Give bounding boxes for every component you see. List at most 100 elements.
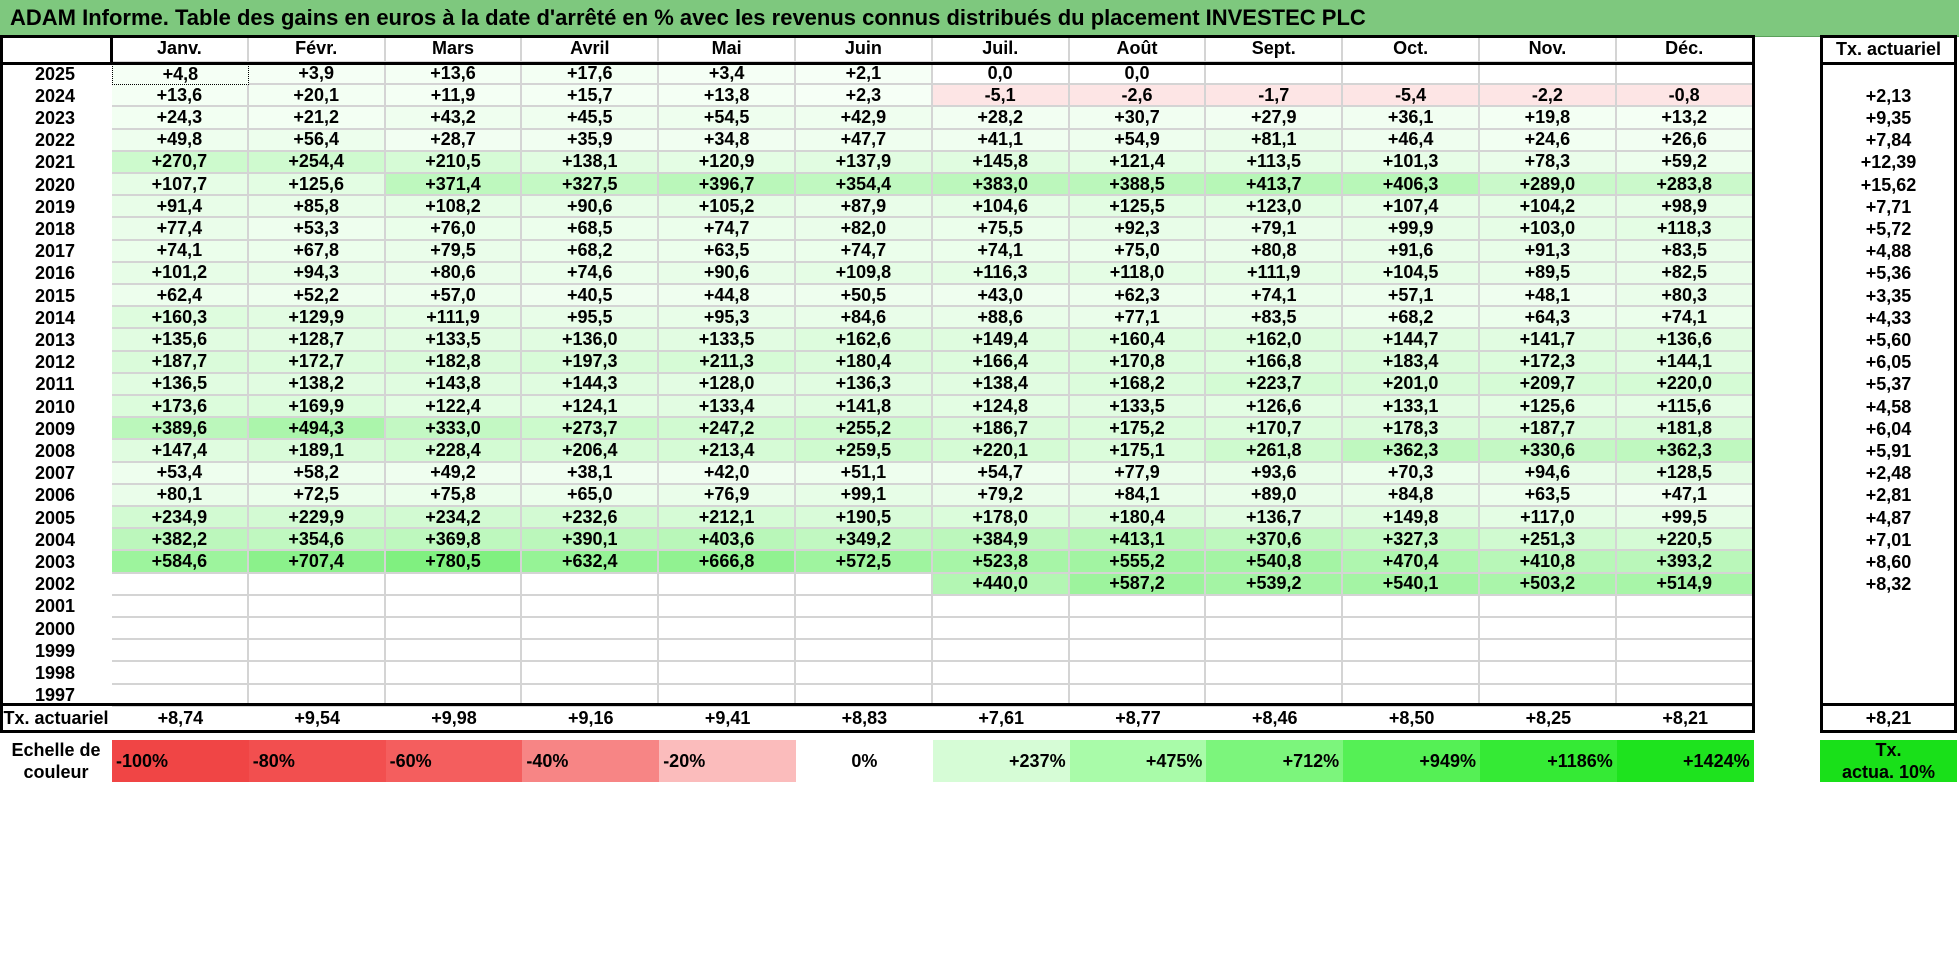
table-cell [659,618,796,641]
year-label: 2019 [34,196,76,217]
table-cell: +43,2 [385,107,523,130]
table-cell: +54,7 [932,462,1070,485]
table-cell: +122,4 [385,396,523,419]
color-scale-swatch: +1186% [1480,740,1617,782]
table-cell: +64,3 [1480,307,1617,330]
table-cell: +251,3 [1480,529,1617,552]
table-cell: +370,6 [1206,529,1344,552]
table-cell: +137,9 [796,151,933,174]
table-cell: 0,0 [1069,63,1207,86]
table-cell: +283,8 [1616,174,1754,197]
table-cell: +68,5 [522,218,660,241]
table-cell: +144,3 [522,373,660,396]
tx-cell: +5,91 [1865,440,1912,461]
table-cell: +220,1 [932,440,1070,463]
table-cell: +141,8 [796,396,933,419]
table-cell: +13,6 [112,85,249,108]
table-cell: +95,3 [659,307,796,330]
table-cell: +187,7 [1480,418,1617,441]
table-cell: +26,6 [1616,129,1754,152]
year-label: 2022 [34,130,76,151]
table-cell: +118,0 [1069,262,1207,285]
year-label: 1998 [34,662,76,683]
table-cell [1069,618,1207,641]
table-cell: +234,9 [112,507,249,530]
table-cell: +136,3 [796,373,933,396]
table-cell: +4,8 [112,63,249,86]
color-scale-swatch: -100% [112,740,249,782]
table-cell: +229,9 [248,507,386,530]
table-cell [522,662,660,685]
table-cell: +68,2 [522,240,660,263]
tx-cell: +4,88 [1865,241,1912,262]
tx-cell [1820,618,1957,640]
table-cell: +101,3 [1343,151,1480,174]
tx-cell: +5,36 [1865,263,1912,284]
table-cell: +28,2 [932,107,1070,130]
color-scale-swatch: -80% [248,740,386,782]
table-cell: +15,7 [522,85,660,108]
table-cell: +30,7 [1069,107,1207,130]
table-cell: +172,7 [248,351,386,374]
table-cell: +572,5 [796,551,933,574]
table-cell: +354,6 [248,529,386,552]
table-cell: +68,2 [1343,307,1480,330]
table-cell: +144,1 [1616,351,1754,374]
table-cell: +413,7 [1206,174,1344,197]
table-cell: +406,3 [1343,174,1480,197]
table-cell: +45,5 [522,107,660,130]
table-cell: +87,9 [796,196,933,219]
table-cell: +84,6 [796,307,933,330]
table-cell: +34,8 [659,129,796,152]
table-cell: +84,1 [1069,484,1207,507]
table-cell [385,595,523,618]
table-cell: +362,3 [1616,440,1754,463]
table-cell: +160,3 [112,307,249,330]
table-cell: +107,4 [1343,196,1480,219]
table-cell: +79,2 [932,484,1070,507]
year-label: 2000 [34,618,76,639]
year-label: 2002 [34,574,76,595]
table-cell: +62,3 [1069,285,1207,308]
table-cell: +85,8 [248,196,386,219]
table-cell [796,595,933,618]
tx-cell: +6,04 [1865,418,1912,439]
table-cell [1069,640,1207,663]
table-cell: +80,8 [1206,240,1344,263]
table-cell: +128,7 [248,329,386,352]
table-cell: +259,5 [796,440,933,463]
table-cell: +67,8 [248,240,386,263]
tx-cell [1820,63,1957,85]
table-cell [1616,595,1754,618]
table-cell: +390,1 [522,529,660,552]
table-cell [1206,63,1344,86]
table-cell: +74,1 [932,240,1070,263]
table-cell [248,640,386,663]
table-cell: +13,2 [1616,107,1754,130]
table-cell: +113,5 [1206,151,1344,174]
year-label: 2021 [34,152,76,173]
tx-footer-separator [1820,703,1957,706]
table-cell [385,618,523,641]
table-cell: +91,3 [1480,240,1617,263]
table-cell: +129,9 [248,307,386,330]
table-cell: +108,2 [385,196,523,219]
table-cell: +175,2 [1069,418,1207,441]
table-cell: +410,8 [1480,551,1617,574]
table-cell: +168,2 [1069,373,1207,396]
legend-label-line1: Echelle de [11,740,101,760]
color-scale-swatch: -20% [659,740,796,782]
color-scale-swatch: +237% [932,740,1070,782]
table-cell [1616,63,1754,86]
table-cell: +78,3 [1480,151,1617,174]
table-cell [248,618,386,641]
color-scale-swatch: -60% [385,740,523,782]
tx-cell: +2,81 [1865,485,1912,506]
year-label: 2025 [34,63,76,84]
table-cell: +254,4 [248,151,386,174]
table-cell: +49,8 [112,129,249,152]
table-cell [248,595,386,618]
table-cell: +83,5 [1616,240,1754,263]
table-cell: 0,0 [932,63,1070,86]
